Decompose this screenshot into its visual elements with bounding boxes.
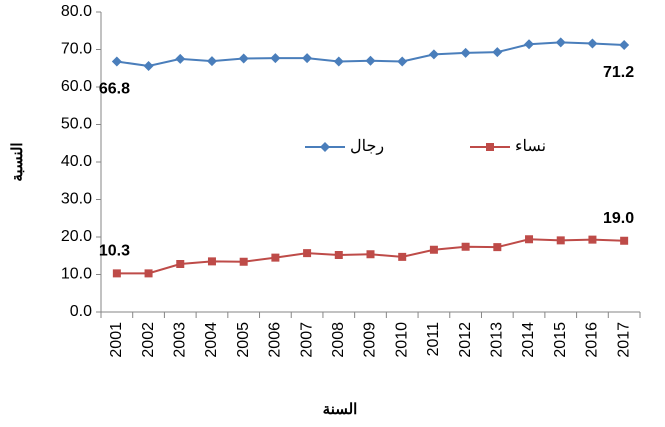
y-tick-label: 20.0	[61, 228, 92, 245]
x-tick-label: 2016	[584, 322, 601, 358]
marker	[398, 252, 407, 261]
data-label: 71.2	[603, 64, 634, 81]
marker	[112, 269, 121, 278]
x-tick-label: 2015	[552, 322, 569, 358]
marker	[302, 53, 313, 64]
marker	[587, 38, 598, 49]
marker	[492, 47, 503, 58]
x-tick-label: 2013	[489, 322, 506, 358]
marker	[175, 53, 186, 64]
marker	[461, 242, 470, 251]
data-label: 66.8	[99, 81, 130, 98]
marker	[143, 61, 154, 71]
y-tick-label: 70.0	[61, 41, 92, 58]
y-tick-label: 80.0	[61, 3, 92, 20]
x-tick-label: 2017	[615, 322, 632, 358]
x-tick-label: 2007	[298, 322, 315, 358]
marker	[334, 251, 343, 259]
marker	[460, 47, 471, 58]
marker	[303, 249, 312, 258]
marker	[333, 56, 344, 67]
y-axis-label: النسبة	[9, 142, 26, 181]
marker	[176, 260, 185, 268]
y-tick-label: 40.0	[61, 153, 92, 170]
x-tick-label: 2011	[425, 322, 442, 357]
marker	[619, 40, 630, 50]
x-tick-label: 2006	[267, 322, 284, 358]
x-tick-label: 2003	[171, 322, 188, 358]
x-tick-label: 2009	[362, 322, 379, 358]
legend-label: نساء	[515, 138, 546, 155]
marker	[493, 243, 502, 252]
y-tick-label: 10.0	[61, 266, 92, 283]
marker	[556, 236, 565, 245]
marker	[207, 257, 216, 266]
data-label: 10.3	[99, 243, 130, 260]
marker	[366, 250, 375, 259]
x-tick-label: 2001	[108, 322, 125, 358]
marker	[555, 37, 566, 48]
y-tick-label: 50.0	[61, 116, 92, 133]
marker	[588, 235, 597, 244]
marker	[397, 56, 408, 67]
data-label: 19.0	[603, 210, 634, 227]
y-tick-label: 60.0	[61, 78, 92, 95]
x-tick-label: 2012	[457, 322, 474, 358]
legend-label: رجال	[350, 138, 384, 155]
y-tick-label: 30.0	[61, 191, 92, 208]
x-tick-label: 2014	[520, 322, 537, 358]
marker	[525, 235, 534, 244]
marker	[428, 49, 439, 60]
x-tick-label: 2005	[235, 322, 252, 358]
marker	[429, 245, 438, 254]
marker	[111, 56, 122, 67]
x-tick-label: 2002	[140, 322, 157, 358]
marker	[238, 53, 249, 64]
marker	[239, 257, 248, 266]
marker	[365, 55, 376, 66]
marker	[270, 53, 281, 64]
x-tick-label: 2010	[393, 322, 410, 358]
x-tick-label: 2008	[330, 322, 347, 358]
marker	[620, 236, 629, 245]
marker	[524, 39, 535, 50]
x-tick-label: 2004	[203, 322, 220, 358]
marker	[486, 143, 494, 151]
marker	[271, 253, 280, 262]
marker	[320, 142, 330, 152]
marker	[206, 56, 217, 67]
marker	[144, 269, 153, 278]
x-axis-label: السنة	[323, 401, 358, 418]
y-tick-label: 0.0	[70, 303, 92, 320]
